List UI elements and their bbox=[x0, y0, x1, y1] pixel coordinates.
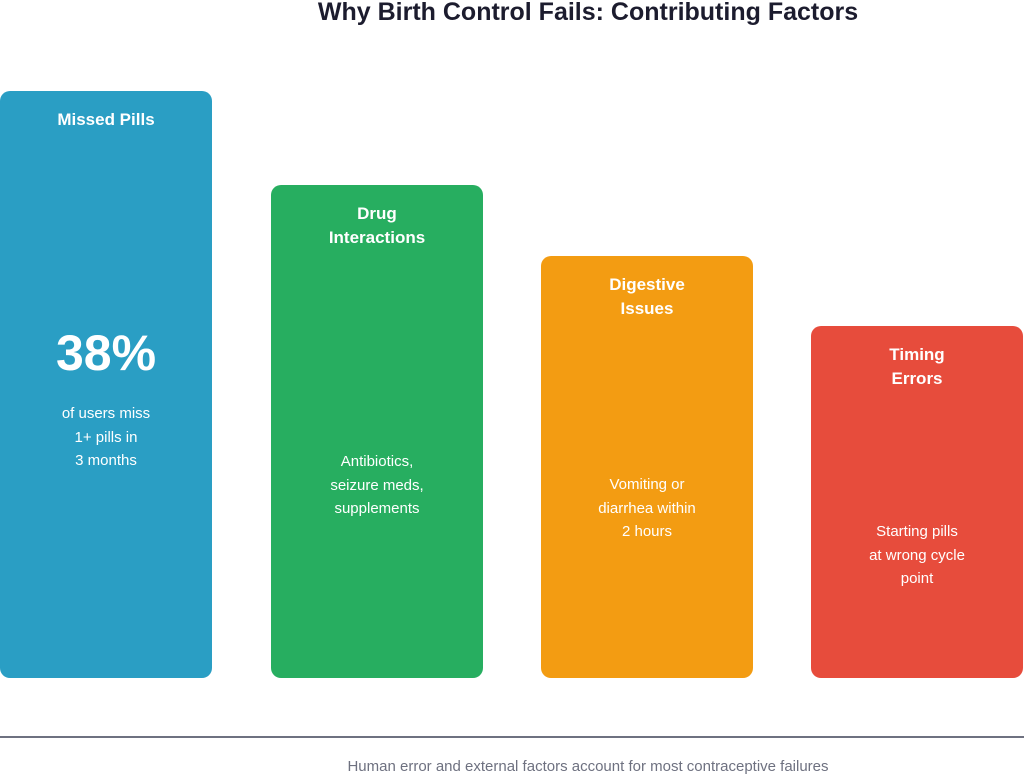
factor-card-digestive-issues: Digestive Issues Vomiting or diarrhea wi… bbox=[541, 256, 753, 678]
title-line: Interactions bbox=[328, 227, 426, 247]
factor-card-missed-pills: Missed Pills 38% of users miss 1+ pills … bbox=[0, 91, 212, 678]
footer-note: Human error and external factors account… bbox=[347, 758, 829, 775]
description-line: 1+ pills in bbox=[74, 428, 138, 446]
factor-card-timing-errors: Timing Errors Starting pills at wrong cy… bbox=[811, 326, 1023, 678]
factor-description: Starting pills at wrong cycle point bbox=[811, 520, 1023, 591]
factor-description: of users miss 1+ pills in 3 months bbox=[0, 402, 212, 473]
factor-description: Antibiotics, seizure meds, supplements bbox=[271, 450, 483, 521]
factor-stat: 38% bbox=[55, 325, 157, 381]
title-line: Errors bbox=[891, 368, 943, 388]
description-line: Starting pills bbox=[876, 523, 958, 540]
description-line: Antibiotics, bbox=[340, 453, 414, 470]
description-line: 2 hours bbox=[621, 523, 673, 540]
description-line: at wrong cycle bbox=[869, 546, 965, 564]
factor-description: Vomiting or diarrhea within 2 hours bbox=[541, 473, 753, 544]
description-line: of users miss bbox=[61, 405, 151, 422]
title-line: Timing bbox=[889, 345, 945, 364]
factor-title: Missed Pills bbox=[57, 110, 155, 129]
factor-title: Digestive Issues bbox=[541, 273, 753, 320]
description-line: seizure meds, bbox=[330, 476, 424, 494]
factor-title: Timing Errors bbox=[811, 343, 1023, 390]
page-title: Why Birth Control Fails: Contributing Fa… bbox=[317, 0, 859, 26]
description-line: supplements bbox=[334, 500, 420, 517]
description-line: Vomiting or bbox=[609, 476, 685, 493]
description-line: diarrhea within bbox=[598, 499, 696, 517]
factor-card-drug-interactions: Drug Interactions Antibiotics, seizure m… bbox=[271, 185, 483, 678]
factor-title: Drug Interactions bbox=[271, 202, 483, 249]
description-line: 3 months bbox=[75, 452, 137, 469]
divider bbox=[0, 736, 1024, 738]
title-line: Digestive bbox=[609, 275, 685, 294]
title-line: Issues bbox=[620, 298, 674, 318]
title-line: Drug bbox=[357, 204, 397, 223]
description-line: point bbox=[900, 570, 934, 587]
